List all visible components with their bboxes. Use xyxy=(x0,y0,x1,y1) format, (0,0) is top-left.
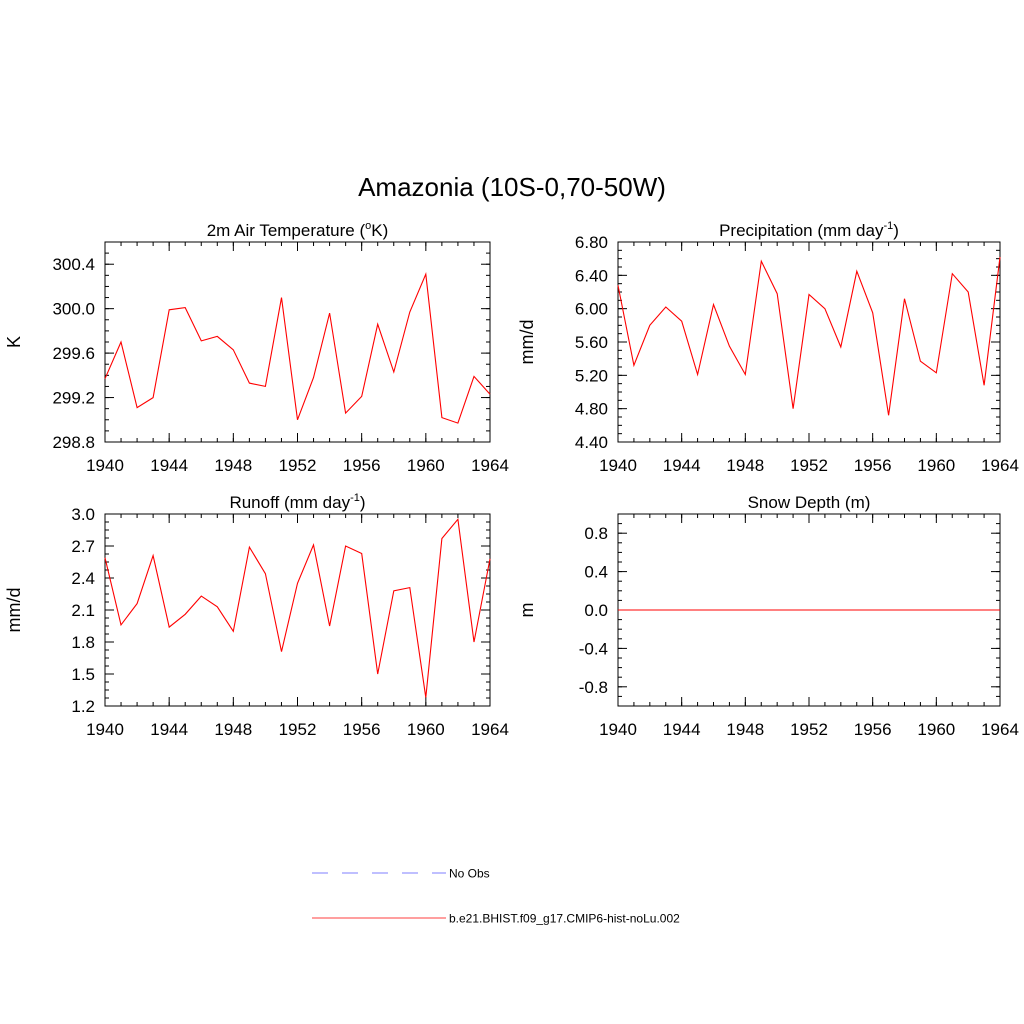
y-tick-label: -0.4 xyxy=(579,639,608,658)
y-tick-label: -0.8 xyxy=(579,678,608,697)
x-tick-label: 1952 xyxy=(279,720,317,739)
x-tick-label: 1944 xyxy=(150,456,188,475)
x-tick-label: 1952 xyxy=(790,720,828,739)
legend-label-no-obs: No Obs xyxy=(449,867,490,881)
y-tick-label: 300.4 xyxy=(52,255,95,274)
x-tick-label: 1956 xyxy=(854,720,892,739)
x-tick-label: 1956 xyxy=(343,720,381,739)
y-tick-label: 5.20 xyxy=(575,366,608,385)
panel-title: Precipitation (mm day-1) xyxy=(719,220,899,240)
panel-title: Runoff (mm day-1) xyxy=(229,492,365,512)
y-axis-label: mm/d xyxy=(517,320,537,365)
y-tick-label: 1.2 xyxy=(71,697,95,716)
x-tick-label: 1940 xyxy=(599,456,637,475)
x-tick-label: 1964 xyxy=(471,720,509,739)
x-tick-label: 1944 xyxy=(663,720,701,739)
y-tick-label: 0.8 xyxy=(584,524,608,543)
plot-frame xyxy=(104,513,491,707)
y-tick-label: 299.6 xyxy=(52,344,95,363)
panel-snow-depth: 1940 1944 1948 1952 1956 1960 1964 -0.8 -0.4 0.0 0… xyxy=(517,493,1019,739)
panel-precipitation: 1940 1944 1948 1952 1956 1960 1964 4.40 4.80 5.20… xyxy=(517,220,1019,475)
figure-title: Amazonia (10S-0,70-50W) xyxy=(358,172,666,202)
y-tick-label: 298.8 xyxy=(52,433,95,452)
series-line xyxy=(104,517,491,698)
plot-frame xyxy=(617,241,1001,443)
y-tick-label: 2.1 xyxy=(71,601,95,620)
x-tick-label: 1960 xyxy=(407,456,445,475)
x-tick-label: 1940 xyxy=(86,720,124,739)
y-tick-label: 299.2 xyxy=(52,389,95,408)
legend-label-model: b.e21.BHIST.f09_g17.CMIP6-hist-noLu.002 xyxy=(449,912,680,926)
y-tick-label: 1.8 xyxy=(71,633,95,652)
y-tick-label: 1.5 xyxy=(71,665,95,684)
x-tick-label: 1948 xyxy=(726,720,764,739)
x-tick-label: 1944 xyxy=(663,456,701,475)
x-tick-label: 1944 xyxy=(150,720,188,739)
panel-runoff: 1940 1944 1948 1952 1956 1960 1964 1.2 1.5 1.8 2.1… xyxy=(4,492,509,739)
x-tick-label: 1964 xyxy=(981,456,1019,475)
y-tick-label: 2.4 xyxy=(71,569,95,588)
x-tick-label: 1960 xyxy=(917,720,955,739)
x-tick-label: 1940 xyxy=(599,720,637,739)
legend: No Obs b.e21.BHIST.f09_g17.CMIP6-hist-no… xyxy=(312,867,680,926)
y-tick-label: 3.0 xyxy=(71,505,95,524)
y-tick-label: 5.60 xyxy=(575,333,608,352)
y-axis-label: mm/d xyxy=(4,588,24,633)
y-tick-label: 6.00 xyxy=(575,300,608,319)
x-tick-label: 1948 xyxy=(726,456,764,475)
x-tick-label: 1960 xyxy=(917,456,955,475)
panel-title: 2m Air Temperature (oK) xyxy=(207,220,389,240)
x-tick-label: 1964 xyxy=(981,720,1019,739)
series-line xyxy=(104,272,491,424)
y-axis-label: K xyxy=(4,336,24,348)
y-tick-label: 6.40 xyxy=(575,266,608,285)
x-tick-label: 1960 xyxy=(407,720,445,739)
y-tick-label: 4.40 xyxy=(575,433,608,452)
y-axis-label: m xyxy=(517,603,537,618)
x-tick-label: 1956 xyxy=(854,456,892,475)
x-tick-label: 1948 xyxy=(214,720,252,739)
x-tick-label: 1948 xyxy=(214,456,252,475)
x-tick-label: 1952 xyxy=(790,456,828,475)
y-tick-label: 2.7 xyxy=(71,537,95,556)
y-tick-label: 4.80 xyxy=(575,400,608,419)
series-line xyxy=(617,256,1001,416)
panel-title: Snow Depth (m) xyxy=(748,493,871,512)
x-tick-label: 1964 xyxy=(471,456,509,475)
y-tick-label: 0.4 xyxy=(584,563,608,582)
panel-air-temperature: 1940 1944 1948 1952 1956 1960 1964 298.8 299.2 29… xyxy=(4,220,509,475)
x-tick-label: 1952 xyxy=(279,456,317,475)
x-tick-label: 1956 xyxy=(343,456,381,475)
x-tick-label: 1940 xyxy=(86,456,124,475)
y-tick-label: 300.0 xyxy=(52,300,95,319)
y-tick-label: 6.80 xyxy=(575,233,608,252)
y-tick-label: 0.0 xyxy=(584,601,608,620)
